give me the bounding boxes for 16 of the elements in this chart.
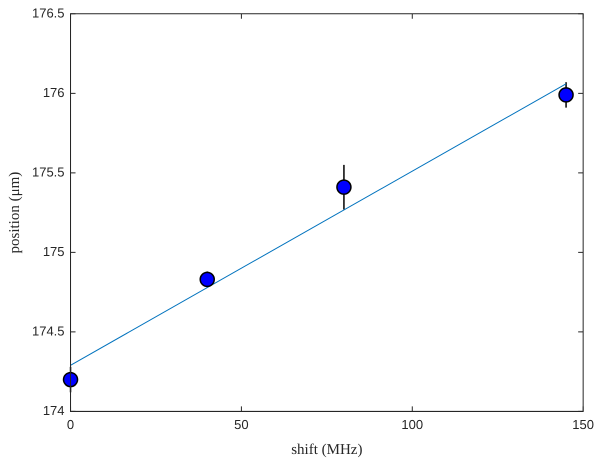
x-tick-label: 50 bbox=[234, 416, 249, 432]
y-tick-label: 176.5 bbox=[32, 5, 65, 20]
y-tick-label: 176 bbox=[42, 84, 65, 100]
x-tick-label: 0 bbox=[66, 416, 74, 432]
x-tick-label: 100 bbox=[401, 416, 424, 432]
x-axis-title: shift (MHz) bbox=[291, 442, 362, 458]
point bbox=[336, 179, 352, 195]
point bbox=[62, 372, 78, 388]
y-tick-label: 174.5 bbox=[32, 323, 65, 338]
point bbox=[199, 272, 215, 288]
x-tick-label: 150 bbox=[572, 416, 594, 432]
y-tick-label: 175.5 bbox=[32, 164, 65, 180]
y-tick-label: 174 bbox=[42, 402, 65, 418]
y-tick-label: 175 bbox=[42, 244, 65, 259]
y-axis-title: position (μm) bbox=[6, 172, 23, 254]
point bbox=[558, 87, 574, 103]
